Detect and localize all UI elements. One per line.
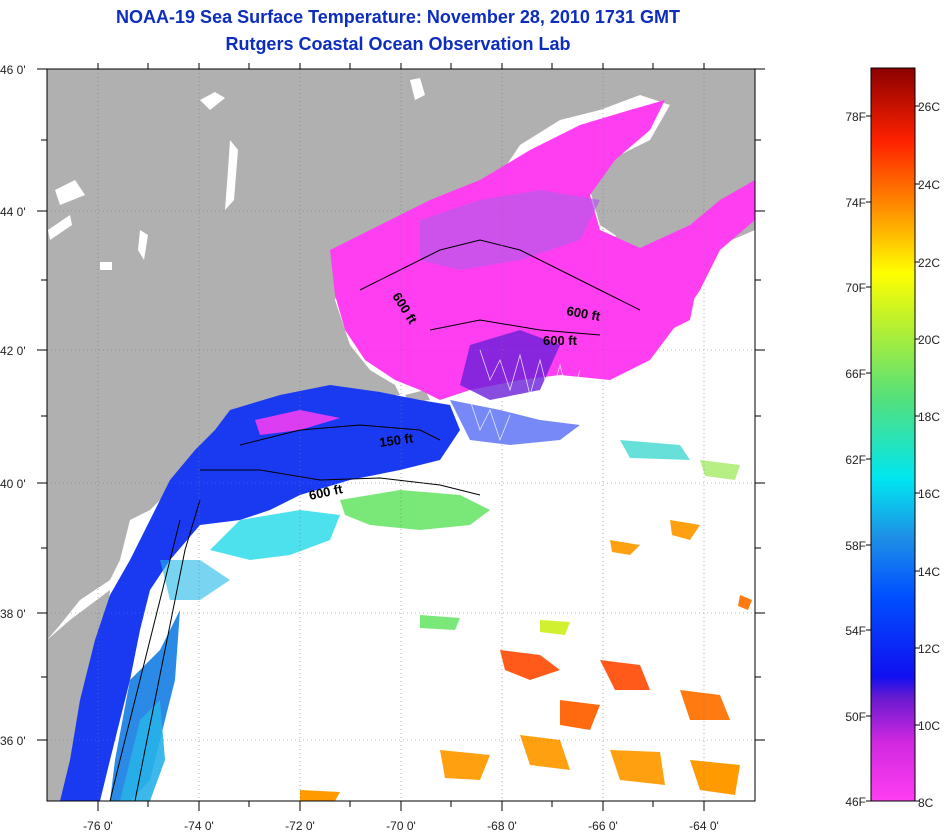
lon-label: -64 0'	[689, 819, 719, 833]
f-label: 78F	[845, 110, 866, 124]
lon-label: -66 0'	[588, 819, 618, 833]
georges-bank-detail	[469, 349, 581, 442]
contour-label: 600 ft	[565, 303, 602, 324]
map-ticks	[37, 63, 765, 811]
map-image	[47, 69, 755, 801]
shelf-water-sst	[60, 385, 580, 801]
longitude-labels: -76 0' -74 0' -72 0' -70 0' -68 0' -66 0…	[83, 819, 719, 833]
lon-label: -70 0'	[386, 819, 416, 833]
latitude-labels: 46 0' 44 0' 42 0' 40 0' 38 0' 36 0'	[0, 63, 26, 748]
slope-water-sst	[160, 490, 490, 600]
celsius-labels: 26C 24C 22C 20C 18C 16C 14C 12C 10C 8C	[918, 100, 940, 810]
inland-water	[48, 78, 425, 270]
lon-label: -76 0'	[83, 819, 113, 833]
c-label: 10C	[918, 719, 940, 733]
lat-label: 40 0'	[0, 477, 26, 491]
f-label: 70F	[845, 281, 866, 295]
contour-label: 600 ft	[308, 481, 345, 503]
f-label: 66F	[845, 367, 866, 381]
lon-label: -74 0'	[184, 819, 214, 833]
f-label: 54F	[845, 624, 866, 638]
lat-label: 38 0'	[0, 607, 26, 621]
lon-label: -68 0'	[487, 819, 517, 833]
c-label: 16C	[918, 487, 940, 501]
c-label: 26C	[918, 100, 940, 114]
c-label: 18C	[918, 410, 940, 424]
lat-label: 42 0'	[0, 344, 26, 358]
warm-water-patches	[300, 440, 752, 801]
colorbar-gradient	[870, 67, 916, 802]
c-label: 22C	[918, 256, 940, 270]
c-label: 20C	[918, 333, 940, 347]
contour-label: 150 ft	[378, 430, 414, 450]
f-label: 50F	[845, 710, 866, 724]
gulf-of-maine-sst	[330, 100, 755, 400]
lon-label: -72 0'	[285, 819, 315, 833]
f-label: 46F	[845, 795, 866, 809]
lat-label: 44 0'	[0, 205, 26, 219]
c-label: 14C	[918, 565, 940, 579]
c-label: 8C	[918, 796, 934, 810]
map-subtitle: Rutgers Coastal Ocean Observation Lab	[225, 34, 571, 54]
f-label: 62F	[845, 453, 866, 467]
lat-label: 36 0'	[0, 734, 26, 748]
bathymetry-contours	[109, 239, 641, 801]
map-title: NOAA-19 Sea Surface Temperature: Novembe…	[116, 7, 680, 27]
contour-label: 600 ft	[543, 333, 578, 348]
c-label: 24C	[918, 178, 940, 192]
temperature-colorbar: 78F 74F 70F 66F 62F 58F 54F 50F 46F 26C …	[845, 67, 940, 810]
f-label: 74F	[845, 196, 866, 210]
c-label: 12C	[918, 642, 940, 656]
f-label: 58F	[845, 539, 866, 553]
lat-label: 46 0'	[0, 63, 26, 77]
fahrenheit-labels: 78F 74F 70F 66F 62F 58F 54F 50F 46F	[845, 110, 866, 809]
